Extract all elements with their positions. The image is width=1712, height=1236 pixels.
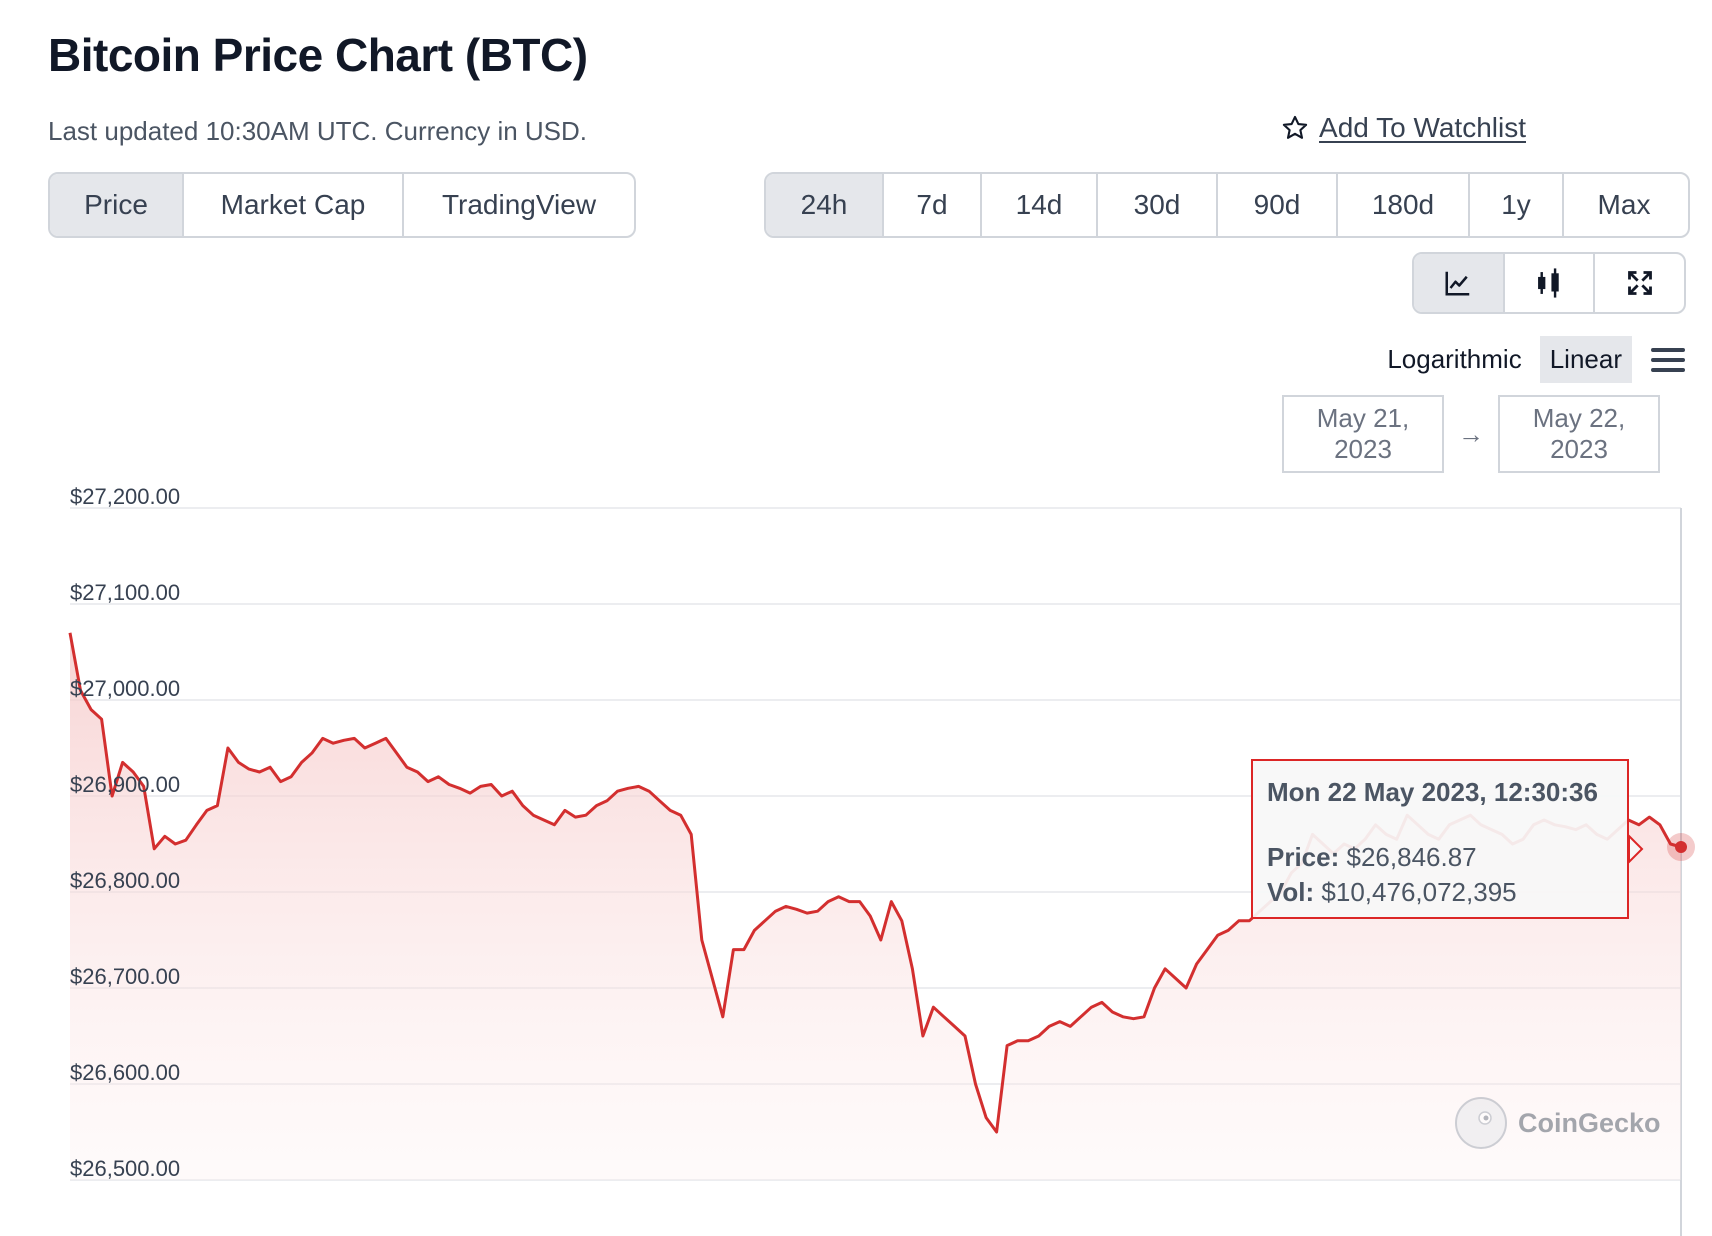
candlestick-button[interactable] [1505,254,1596,312]
price-tooltip: Mon 22 May 2023, 12:30:36 Price: $26,846… [1251,759,1629,919]
watermark-text: CoinGecko [1518,1107,1661,1138]
arrow-right-icon: → [1458,418,1484,449]
y-tick-label: $26,700.00 [70,964,180,989]
tab-14d[interactable]: 14d [982,174,1098,236]
tab-1y[interactable]: 1y [1470,174,1564,236]
tab-90d[interactable]: 90d [1218,174,1338,236]
tooltip-price-value: $26,846.87 [1346,842,1477,872]
tab-30d[interactable]: 30d [1098,174,1218,236]
highlight-point[interactable] [1675,841,1687,854]
tab-market-cap[interactable]: Market Cap [184,174,404,236]
chart-mode-toggle [1412,252,1686,314]
y-tick-label: $26,500.00 [70,1156,180,1181]
date-to-input[interactable]: May 22, 2023 [1498,395,1660,473]
date-from-input[interactable]: May 21, 2023 [1282,395,1444,473]
star-icon [1282,115,1308,139]
menu-icon[interactable] [1650,345,1686,375]
linear-button[interactable]: Linear [1539,336,1632,383]
candlestick-icon [1538,268,1559,298]
tab-max[interactable]: Max [1597,189,1651,220]
line-chart-icon [1445,271,1470,296]
date-range: May 21, 2023 → May 22, 2023 [1282,395,1660,473]
tab-tradingview[interactable]: TradingView [441,189,597,220]
page-title: Bitcoin Price Chart (BTC) [48,29,588,81]
view-tabs: Price Market Cap TradingView [48,172,636,238]
tooltip-vol-label: Vol: [1267,877,1315,907]
tooltip-pointer [1628,833,1644,865]
scale-toggle: Logarithmic Linear [1377,336,1686,383]
watchlist-label: Add To Watchlist [1319,112,1526,143]
y-tick-label: $27,100.00 [70,580,180,605]
add-to-watchlist-link[interactable]: Add To Watchlist [1281,112,1526,144]
fullscreen-icon [1627,271,1652,295]
coingecko-logo-icon [1455,1097,1507,1149]
y-tick-label: $26,900.00 [70,772,180,797]
tab-7d[interactable]: 7d [884,174,982,236]
y-tick-label: $26,800.00 [70,868,180,893]
tab-24h[interactable]: 24h [766,174,884,236]
tooltip-vol-value: $10,476,072,395 [1321,877,1517,907]
logarithmic-button[interactable]: Logarithmic [1387,344,1522,374]
last-updated-text: Last updated 10:30AM UTC. Currency in US… [48,116,588,146]
y-tick-label: $26,600.00 [70,1060,180,1085]
tooltip-time: Mon 22 May 2023, 12:30:36 [1267,777,1598,807]
y-tick-label: $27,000.00 [70,676,180,701]
tab-price[interactable]: Price [50,174,184,236]
y-tick-label: $27,200.00 [70,484,180,509]
line-chart-button[interactable] [1414,254,1505,312]
tooltip-price-label: Price: [1267,842,1340,872]
time-range-tabs: 24h 7d 14d 30d 90d 180d 1y Max [764,172,1690,238]
fullscreen-button[interactable] [1595,254,1684,312]
tab-180d[interactable]: 180d [1338,174,1470,236]
price-area-fill [70,632,1681,1180]
coingecko-watermark: CoinGecko [1454,1096,1661,1150]
